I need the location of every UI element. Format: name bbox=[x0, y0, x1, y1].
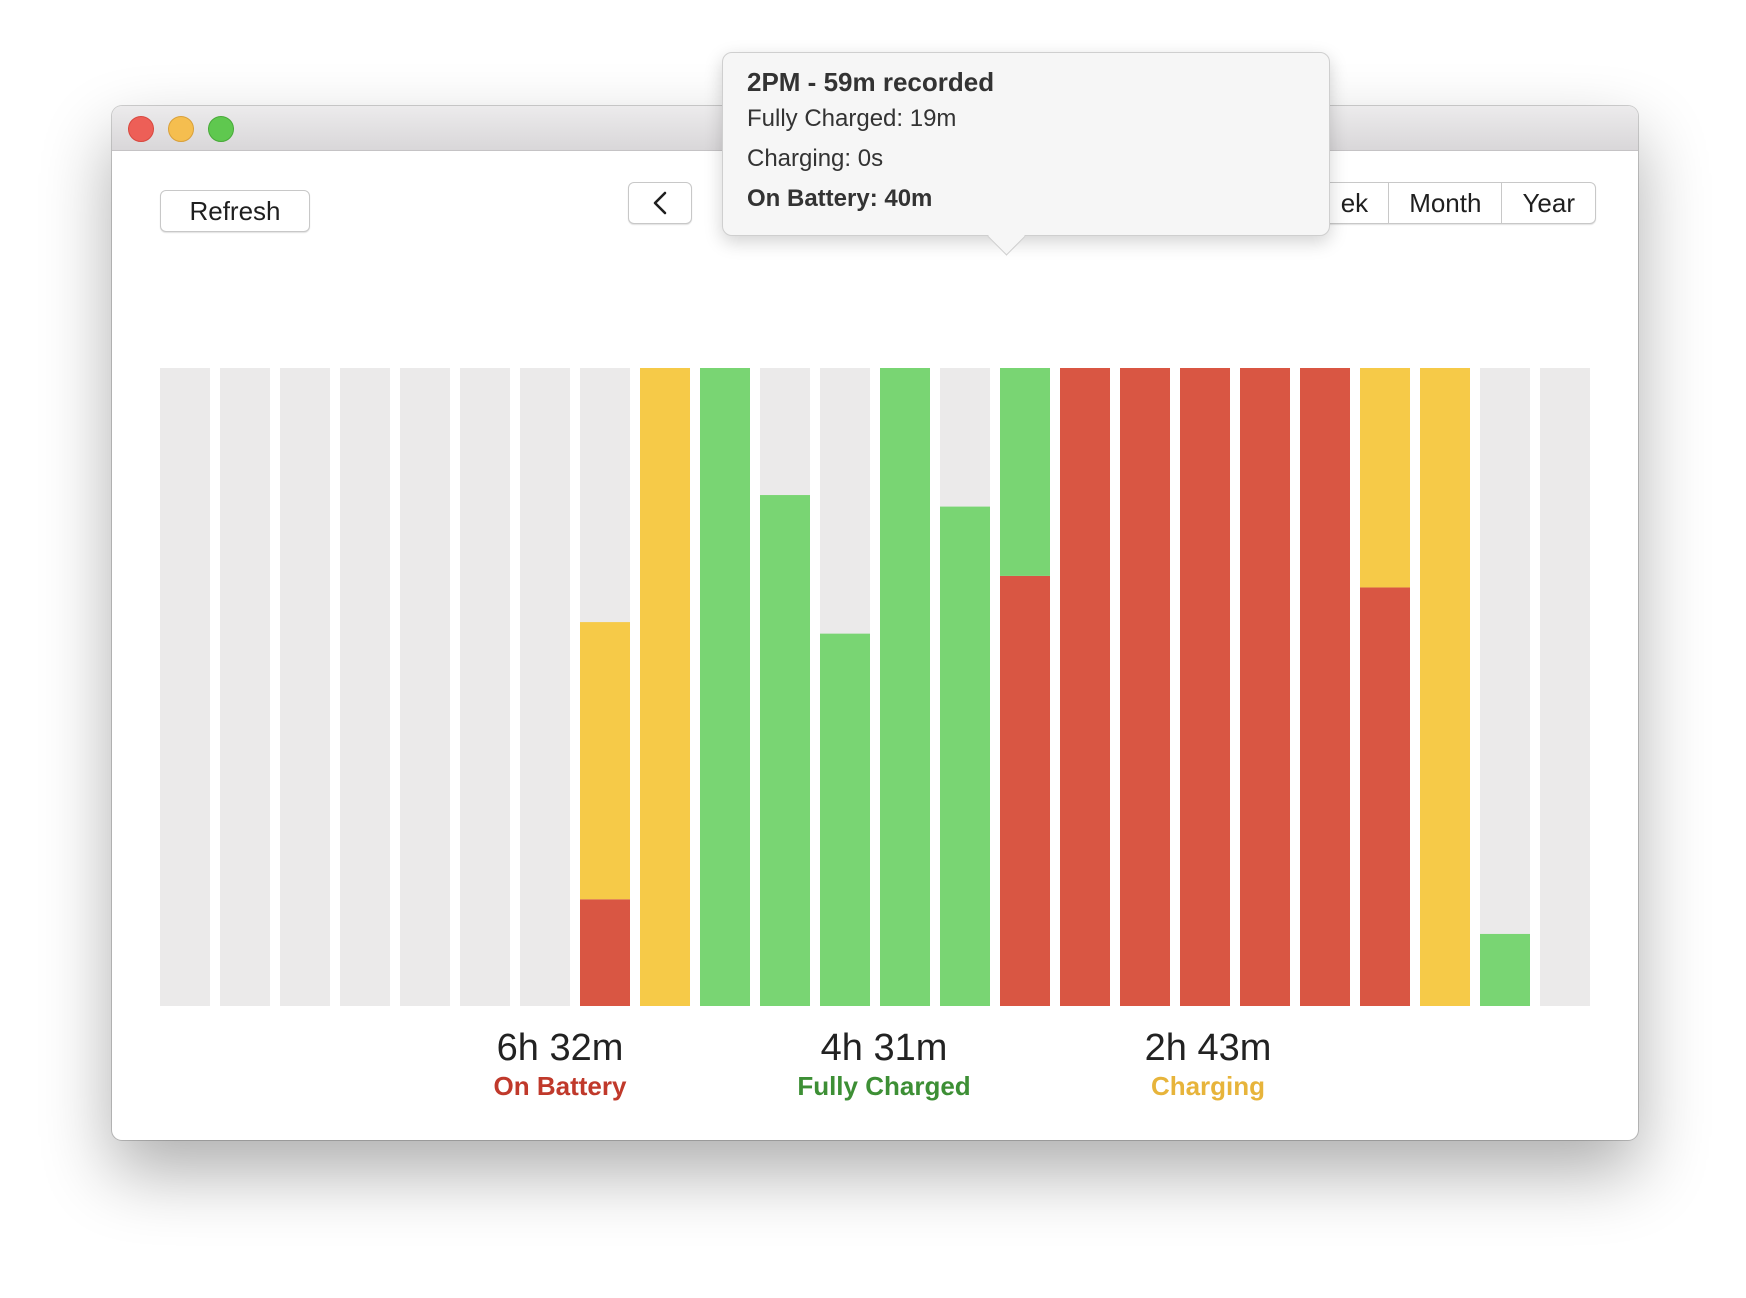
hourly-battery-chart: 12AM9AM7PM bbox=[160, 368, 1590, 1006]
tooltip-fully-charged: Fully Charged: 19m bbox=[747, 105, 957, 132]
bar-8am-charging[interactable] bbox=[640, 368, 690, 1006]
range-year-button[interactable]: Year bbox=[1501, 183, 1595, 223]
bar-10pm-fully-charged[interactable] bbox=[1480, 933, 1530, 1006]
bar-track-4am[interactable] bbox=[400, 368, 450, 1006]
previous-period-button[interactable] bbox=[628, 182, 692, 224]
bar-7am-on-battery[interactable] bbox=[580, 899, 630, 1006]
close-window-icon[interactable] bbox=[128, 116, 154, 142]
bar-track-1am[interactable] bbox=[220, 368, 270, 1006]
bar-2pm-on-battery[interactable] bbox=[1000, 575, 1050, 1006]
on-battery-label: On Battery bbox=[493, 1071, 627, 1101]
tooltip-charging: Charging: 0s bbox=[747, 145, 884, 172]
bar-track-12am[interactable] bbox=[160, 368, 210, 1006]
bar-track-6am[interactable] bbox=[520, 368, 570, 1006]
refresh-button[interactable]: Refresh bbox=[160, 190, 310, 232]
bar-8pm-charging[interactable] bbox=[1360, 368, 1410, 588]
minimize-window-icon[interactable] bbox=[168, 116, 194, 142]
fully-charged-duration: 4h 31m bbox=[820, 1027, 948, 1069]
chevron-left-icon bbox=[653, 191, 667, 215]
range-week-button[interactable]: ek bbox=[1340, 188, 1369, 218]
bar-12pm-fully-charged[interactable] bbox=[880, 368, 930, 1006]
summary-fully-charged: 4h 31m Fully Charged bbox=[744, 1026, 1024, 1102]
bar-track-3am[interactable] bbox=[340, 368, 390, 1006]
bar-7pm-on-battery[interactable] bbox=[1300, 368, 1350, 1006]
range-month-button[interactable]: Month bbox=[1388, 183, 1501, 223]
zoom-window-icon[interactable] bbox=[208, 116, 234, 142]
on-battery-duration: 6h 32m bbox=[496, 1027, 624, 1069]
bar-9pm-charging[interactable] bbox=[1420, 368, 1470, 1006]
app-window: Refresh ek Month Year 12AM9AM7PM 6h 32m … bbox=[112, 106, 1638, 1140]
bar-1pm-fully-charged[interactable] bbox=[940, 506, 990, 1006]
hour-detail-tooltip: 2PM - 59m recorded Fully Charged: 19m Ch… bbox=[722, 52, 1330, 256]
bar-track-5am[interactable] bbox=[460, 368, 510, 1006]
bar-7am-charging[interactable] bbox=[580, 622, 630, 900]
bar-4pm-on-battery[interactable] bbox=[1120, 368, 1170, 1006]
bar-track-11pm[interactable] bbox=[1540, 368, 1590, 1006]
charging-label: Charging bbox=[1150, 1071, 1266, 1101]
fully-charged-label: Fully Charged bbox=[797, 1071, 971, 1101]
bar-8pm-on-battery[interactable] bbox=[1360, 587, 1410, 1006]
tooltip-title: 2PM - 59m recorded bbox=[747, 67, 995, 97]
summary-on-battery: 6h 32m On Battery bbox=[420, 1026, 700, 1102]
summary-charging: 2h 43m Charging bbox=[1068, 1026, 1348, 1102]
bar-11am-fully-charged[interactable] bbox=[820, 633, 870, 1006]
charging-duration: 2h 43m bbox=[1144, 1027, 1272, 1069]
bar-10am-fully-charged[interactable] bbox=[760, 495, 810, 1006]
bar-6pm-on-battery[interactable] bbox=[1240, 368, 1290, 1006]
bar-5pm-on-battery[interactable] bbox=[1180, 368, 1230, 1006]
bar-9am-fully-charged[interactable] bbox=[700, 368, 750, 1006]
bar-3pm-on-battery[interactable] bbox=[1060, 368, 1110, 1006]
bar-track-10pm[interactable] bbox=[1480, 368, 1530, 1006]
time-range-selector: ek Month Year bbox=[1319, 182, 1596, 224]
bar-2pm-fully-charged[interactable] bbox=[1000, 368, 1050, 576]
bar-track-2am[interactable] bbox=[280, 368, 330, 1006]
tooltip-on-battery: On Battery: 40m bbox=[747, 185, 933, 212]
